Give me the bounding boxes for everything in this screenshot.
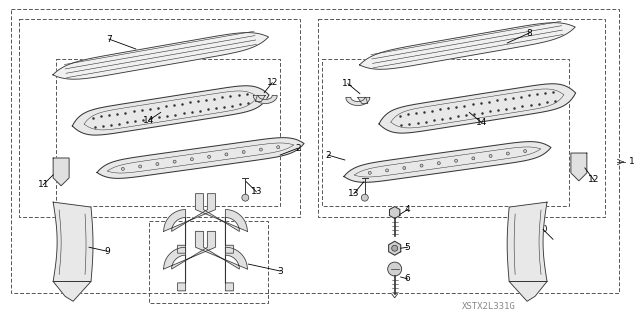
Circle shape <box>139 165 141 168</box>
Bar <box>56 59 280 205</box>
Polygon shape <box>164 194 216 253</box>
Text: 1: 1 <box>628 158 634 167</box>
Circle shape <box>276 146 280 149</box>
Text: 12: 12 <box>266 78 278 87</box>
Circle shape <box>191 158 193 161</box>
Circle shape <box>207 155 211 158</box>
Bar <box>148 221 268 303</box>
Polygon shape <box>196 231 247 291</box>
Circle shape <box>388 262 402 276</box>
Text: 14: 14 <box>143 116 154 125</box>
Polygon shape <box>253 96 277 103</box>
Circle shape <box>437 162 440 165</box>
Text: 14: 14 <box>476 118 487 127</box>
Text: 10: 10 <box>537 225 548 234</box>
Text: 2: 2 <box>325 151 331 160</box>
Polygon shape <box>358 98 368 103</box>
Circle shape <box>403 167 406 169</box>
Polygon shape <box>379 84 575 133</box>
Circle shape <box>385 169 388 172</box>
Text: 6: 6 <box>404 274 410 284</box>
Bar <box>322 59 569 205</box>
Polygon shape <box>509 281 547 301</box>
Text: XSTX2L331G: XSTX2L331G <box>462 302 516 311</box>
Polygon shape <box>164 231 216 291</box>
Polygon shape <box>53 158 69 186</box>
Text: 7: 7 <box>106 34 112 44</box>
Bar <box>318 19 605 218</box>
Circle shape <box>122 167 124 170</box>
Text: 13: 13 <box>250 187 262 196</box>
Circle shape <box>420 164 423 167</box>
Polygon shape <box>346 98 370 106</box>
Text: 9: 9 <box>104 247 110 256</box>
Circle shape <box>156 163 159 166</box>
Text: 12: 12 <box>588 175 600 184</box>
Circle shape <box>259 148 262 151</box>
Text: 11: 11 <box>342 79 354 88</box>
Polygon shape <box>507 202 547 281</box>
Circle shape <box>489 154 492 158</box>
Polygon shape <box>53 33 269 79</box>
Circle shape <box>368 171 371 174</box>
Polygon shape <box>255 96 265 101</box>
Text: 13: 13 <box>348 189 360 198</box>
Circle shape <box>173 160 176 163</box>
Circle shape <box>362 194 368 201</box>
Bar <box>12 9 619 293</box>
Circle shape <box>242 151 245 153</box>
Text: 4: 4 <box>405 205 410 214</box>
Circle shape <box>242 194 249 201</box>
Polygon shape <box>388 241 401 255</box>
Polygon shape <box>571 153 587 181</box>
Text: 11: 11 <box>38 180 49 189</box>
Polygon shape <box>53 281 91 301</box>
Polygon shape <box>196 194 247 253</box>
Text: 3: 3 <box>277 266 283 276</box>
Polygon shape <box>344 142 551 182</box>
Text: 5: 5 <box>404 243 410 252</box>
Text: 2: 2 <box>295 144 301 152</box>
Circle shape <box>506 152 509 155</box>
Polygon shape <box>97 138 304 178</box>
Circle shape <box>392 245 397 251</box>
Circle shape <box>454 159 458 162</box>
Polygon shape <box>53 202 93 281</box>
Circle shape <box>225 153 228 156</box>
Polygon shape <box>360 23 575 69</box>
Bar <box>19 19 300 218</box>
Text: 8: 8 <box>526 29 532 38</box>
Polygon shape <box>72 86 269 135</box>
Circle shape <box>472 157 475 160</box>
Polygon shape <box>390 207 400 219</box>
Circle shape <box>524 150 527 152</box>
